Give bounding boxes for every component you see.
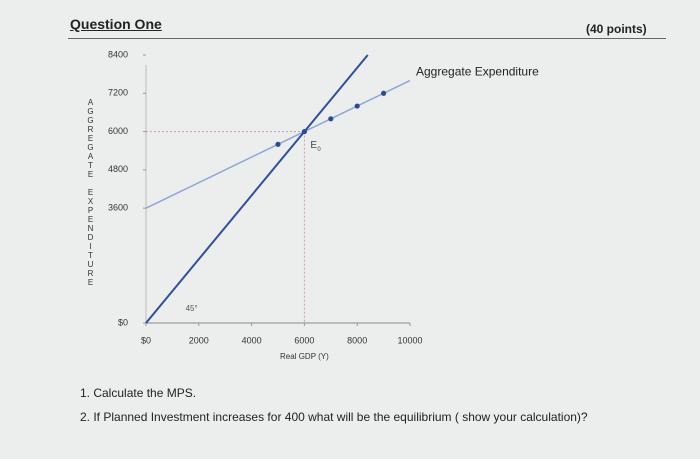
y-tick-label: 7200 [108,88,128,98]
y-axis-label: AGGREGATE EXPENDITURE [86,98,95,287]
question-title: Question One [70,16,162,32]
equilibrium-subscript: 0 [317,147,321,153]
x-tick-label: 6000 [294,335,314,345]
ae-point [381,90,387,96]
ae-point [301,128,307,135]
x-axis-label: Real GDP (Y) [280,352,329,361]
chart: $0 3600 4800 6000 7200 8400 $0 2000 4000 6000 8000… [108,49,539,361]
equilibrium-label: E [310,140,317,151]
angle-label: 45° [186,304,198,313]
ae-point [275,141,281,147]
y-tick-label: 4800 [108,164,128,174]
x-tick-label: 2000 [189,335,209,345]
x-tick-label: $0 [141,335,151,345]
ae-point [328,116,334,122]
line-45 [145,54,369,324]
x-tick-label: 10000 [397,335,422,345]
ae-point [354,103,360,109]
y-tick-label: $0 [118,317,128,327]
points: (40 points) [586,22,647,36]
x-tick-label: 4000 [242,335,262,345]
question: 2. If Planned Investment increases for 4… [80,410,588,424]
y-tick-label: 3600 [108,203,128,213]
y-tick-label: 6000 [108,126,128,136]
y-tick-label: 8400 [108,49,128,59]
header-rule [68,38,666,39]
x-tick-label: 8000 [347,335,367,345]
question: 1. Calculate the MPS. [80,386,197,400]
ae-label: Aggregate Expenditure [416,65,539,79]
